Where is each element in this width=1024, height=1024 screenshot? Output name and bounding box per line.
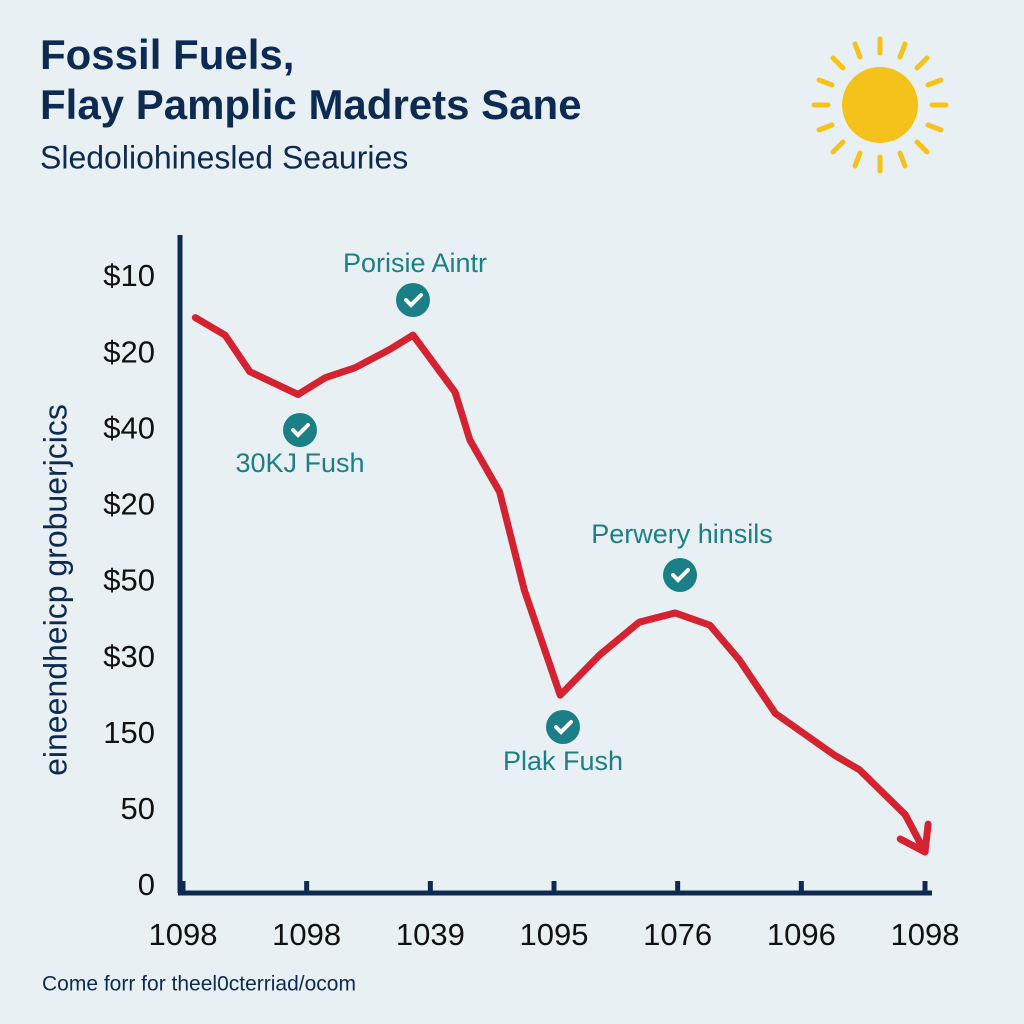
check-icon [291,423,310,438]
annotation-marker [396,283,430,317]
y-tick-label: $20 [103,334,155,369]
y-tick-label: 50 [121,791,155,826]
chart-title: Flay Pamplic Madrets Sane [40,81,582,128]
y-tick-label: $50 [103,563,155,598]
annotation-marker [663,558,697,592]
sun-icon [811,36,949,174]
y-tick-label: $30 [103,639,155,674]
annotation: 30KJ Fush [235,448,364,478]
x-tick-label: 1098 [149,917,218,952]
y-tick-label: 150 [103,715,155,750]
check-icon [554,720,573,735]
y-tick-label: $10 [103,258,155,293]
y-tick-label: 0 [138,867,155,902]
annotation: Porisie Aintr [343,248,487,278]
x-tick-label: 1098 [272,917,341,952]
y-axis-label: eineendheicp grobuerjcics [37,404,73,776]
annotation: Perwery hinsils [591,519,773,549]
x-tick-label: 1098 [891,917,960,952]
check-icon [404,293,423,308]
x-tick-label: 1076 [643,917,712,952]
x-tick-label: 1095 [520,917,589,952]
y-tick-label: $20 [103,487,155,522]
line [191,314,929,856]
annotation-marker [283,413,317,447]
check-icon [671,568,690,583]
y-tick-label: $40 [103,410,155,445]
footer: Come forr for theel0cterriad/ocom [42,973,356,996]
arrowhead [896,820,932,856]
x-tick-label: 1039 [396,917,465,952]
chart-title: Fossil Fuels, [40,31,294,78]
annotation-marker [546,710,580,744]
annotation: Plak Fush [503,746,623,776]
chart-subtitle: Sledoliohinesled Seauries [40,139,408,175]
x-tick-label: 1096 [767,917,836,952]
